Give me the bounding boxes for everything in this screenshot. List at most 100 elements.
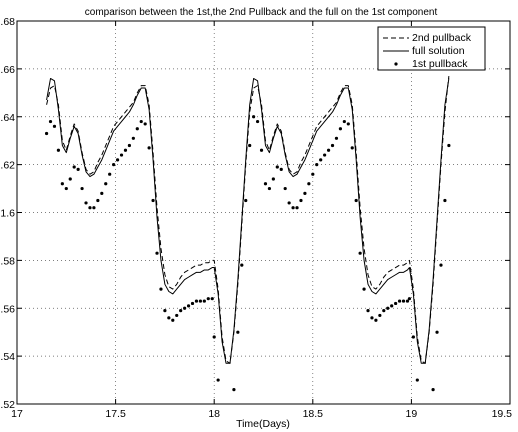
data-point-1st-pullback — [303, 191, 307, 195]
x-tick-label: 18.5 — [303, 408, 324, 420]
data-point-1st-pullback — [394, 301, 398, 306]
data-point-1st-pullback — [147, 146, 151, 150]
data-point-1st-pullback — [119, 153, 124, 157]
y-tick-label: 1.66 — [0, 64, 15, 76]
data-point-1st-pullback — [115, 158, 120, 162]
y-axis: 1.52 1.54 1.56 1.58 1.6 1.62 1.64 1.66 1.68 — [0, 16, 510, 411]
grid-lines — [17, 21, 510, 404]
y-tick-label: 1.52 — [0, 399, 15, 411]
data-point-1st-pullback — [334, 136, 339, 140]
data-point-1st-pullback — [390, 304, 394, 308]
data-point-1st-pullback — [330, 143, 335, 148]
data-point-1st-pullback — [139, 119, 143, 124]
data-point-1st-pullback — [135, 127, 139, 131]
data-point-1st-pullback — [366, 309, 370, 313]
data-point-1st-pullback — [428, 422, 431, 425]
data-point-1st-pullback — [56, 148, 61, 152]
data-point-1st-pullback — [190, 301, 195, 306]
data-point-1st-pullback — [354, 198, 358, 203]
data-point-1st-pullback — [338, 127, 343, 131]
data-point-1st-pullback — [108, 172, 112, 176]
data-point-1st-pullback — [194, 299, 199, 303]
chart-title: comparison between the 1st,the 2nd Pullb… — [85, 7, 438, 18]
data-point-1st-pullback — [236, 330, 240, 334]
plot-frame — [16, 20, 511, 405]
data-point-1st-pullback — [252, 115, 256, 119]
data-point-1st-pullback — [431, 388, 435, 392]
data-point-1st-pullback — [271, 177, 275, 181]
data-point-1st-pullback — [295, 206, 299, 210]
data-point-1st-pullback — [443, 198, 447, 203]
data-point-1st-pullback — [287, 201, 291, 205]
data-point-1st-pullback — [447, 143, 451, 148]
data-point-1st-pullback — [267, 186, 272, 191]
data-point-1st-pullback — [183, 306, 187, 310]
data-point-1st-pullback — [52, 124, 57, 128]
data-point-1st-pullback — [259, 148, 264, 152]
data-point-1st-pullback — [424, 426, 427, 429]
data-point-1st-pullback — [228, 422, 231, 425]
data-point-1st-pullback — [220, 414, 223, 417]
data-point-1st-pullback — [159, 287, 163, 291]
data-point-1st-pullback — [405, 299, 410, 303]
x-axis: 17 17.5 18 18.5 19 19.5 — [11, 21, 512, 420]
data-point-1st-pullback — [415, 378, 419, 382]
data-point-1st-pullback — [175, 313, 179, 318]
x-tick-label: 18 — [208, 408, 220, 420]
x-tick-label: 19 — [406, 408, 418, 420]
data-point-1st-pullback — [263, 182, 268, 186]
data-point-1st-pullback — [378, 313, 382, 318]
data-point-1st-pullback — [163, 309, 167, 313]
data-point-1st-pullback — [104, 182, 108, 186]
y-tick-label: 1.68 — [0, 16, 15, 28]
data-point-1st-pullback — [216, 378, 220, 382]
data-point-1st-pullback — [382, 309, 386, 313]
data-point-1st-pullback — [80, 186, 84, 191]
data-point-1st-pullback — [397, 299, 402, 303]
data-point-1st-pullback — [275, 165, 279, 169]
y-tick-label: 1.62 — [0, 160, 15, 172]
data-point-1st-pullback — [435, 330, 439, 334]
data-point-1st-pullback — [299, 198, 303, 203]
data-point-1st-pullback — [84, 201, 88, 205]
data-point-1st-pullback — [151, 198, 155, 203]
data-point-1st-pullback — [68, 177, 72, 181]
legend-label-1st-pullback: 1st pullback — [412, 58, 468, 70]
data-point-1st-pullback — [362, 287, 366, 291]
data-point-1st-pullback — [198, 299, 202, 303]
series-line-full-solution — [46, 77, 450, 364]
data-point-1st-pullback — [72, 165, 76, 169]
y-tick-label: 1.6 — [0, 208, 15, 220]
data-point-1st-pullback — [386, 306, 390, 310]
legend-label-full-solution: full solution — [412, 45, 465, 57]
data-point-1st-pullback — [44, 131, 49, 136]
data-point-1st-pullback — [224, 426, 227, 429]
data-point-1st-pullback — [202, 299, 206, 303]
data-point-1st-pullback — [143, 122, 147, 126]
data-point-1st-pullback — [420, 414, 423, 417]
data-point-1st-pullback — [342, 119, 346, 124]
y-tick-label: 1.64 — [0, 112, 15, 124]
data-point-1st-pullback — [255, 119, 260, 124]
data-point-1st-pullback — [244, 198, 248, 203]
x-tick-label: 17.5 — [105, 408, 126, 420]
data-point-1st-pullback — [100, 191, 104, 195]
x-tick-label: 19.5 — [492, 408, 513, 420]
data-point-1st-pullback — [350, 146, 354, 150]
data-point-1st-pullback — [206, 297, 210, 301]
legend-label-2nd-pullback: 2nd pullback — [412, 32, 472, 44]
legend-swatch-1st-pullback — [394, 62, 398, 66]
data-point-1st-pullback — [123, 148, 128, 152]
y-tick-label: 1.54 — [0, 351, 15, 363]
data-point-1st-pullback — [92, 206, 96, 210]
data-point-1st-pullback — [210, 297, 214, 301]
y-tick-label: 1.56 — [0, 303, 15, 315]
data-point-1st-pullback — [131, 136, 135, 140]
data-point-1st-pullback — [248, 143, 252, 148]
data-point-1st-pullback — [311, 172, 315, 176]
data-point-1st-pullback — [374, 318, 378, 322]
data-point-1st-pullback — [186, 304, 191, 308]
data-point-1st-pullback — [323, 153, 327, 157]
data-point-1st-pullback — [439, 263, 443, 267]
